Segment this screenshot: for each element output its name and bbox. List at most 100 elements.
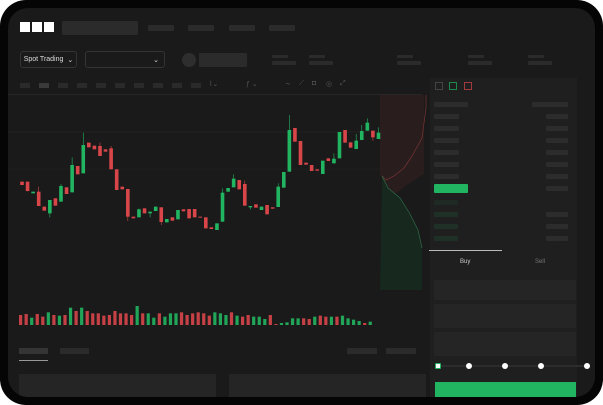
- candle: [59, 184, 63, 202]
- volume-bar: [329, 316, 333, 325]
- volume-bar: [363, 323, 367, 325]
- price-chart[interactable]: [8, 8, 595, 397]
- camera-icon[interactable]: ◘: [312, 80, 317, 87]
- stat-label: [272, 55, 288, 58]
- candle-body: [92, 145, 97, 150]
- candle: [315, 169, 320, 171]
- candle-body: [281, 172, 286, 188]
- candle: [231, 174, 236, 188]
- candle: [259, 206, 264, 210]
- slider-step[interactable]: [502, 363, 508, 369]
- ask-price: [434, 174, 459, 179]
- candle: [348, 142, 353, 148]
- candle: [137, 208, 141, 218]
- nav-item[interactable]: [148, 25, 174, 31]
- pair-select[interactable]: ⌄: [85, 51, 165, 68]
- volume-bar: [57, 315, 62, 325]
- candle: [181, 209, 186, 212]
- timeframe-button[interactable]: [172, 83, 182, 88]
- orderbook-bids-icon[interactable]: [449, 82, 457, 90]
- volume-bar: [352, 319, 356, 325]
- candle-body: [248, 206, 253, 208]
- candle: [170, 217, 175, 221]
- nav-item[interactable]: [188, 25, 214, 31]
- stat-value: [397, 61, 421, 65]
- timeframe-button[interactable]: [77, 83, 87, 88]
- candle-body: [31, 191, 35, 194]
- candle-body: [265, 205, 269, 215]
- stat-value: [468, 61, 492, 65]
- timeframe-button[interactable]: [115, 83, 125, 88]
- settings-icon[interactable]: ◎: [326, 81, 333, 88]
- amount-input[interactable]: [434, 304, 576, 328]
- nav-item[interactable]: [269, 25, 295, 31]
- ask-amount: [546, 162, 568, 167]
- stat-value: [309, 61, 333, 65]
- volume-bar: [152, 317, 156, 325]
- filter-button[interactable]: [386, 348, 416, 354]
- candle-body: [376, 132, 381, 139]
- candle: [209, 227, 214, 229]
- timeframe-button[interactable]: [96, 83, 106, 88]
- orderbook-asks-icon[interactable]: [464, 82, 472, 90]
- timeframe-button[interactable]: [134, 83, 144, 88]
- candle-body: [226, 188, 230, 192]
- indicator-icon[interactable]: ƒ ⌄: [246, 81, 258, 88]
- timeframe-button[interactable]: [153, 83, 163, 88]
- volume-bar: [252, 316, 256, 325]
- buy-submit-button[interactable]: [435, 382, 576, 397]
- depth-bids-area: [380, 176, 422, 290]
- candle-body: [148, 211, 152, 214]
- candle-type-icon[interactable]: ⌇⌄: [209, 81, 219, 88]
- candle: [192, 209, 197, 218]
- total-input[interactable]: [434, 332, 576, 356]
- candle-body: [170, 217, 175, 221]
- candle-body: [81, 145, 86, 174]
- timeframe-button[interactable]: [20, 83, 30, 88]
- wave-icon[interactable]: ∼: [285, 81, 291, 88]
- candle: [81, 132, 86, 174]
- volume-bar: [335, 316, 339, 325]
- stat-value: [528, 61, 552, 65]
- nav-item[interactable]: [229, 25, 255, 31]
- volume-bar: [218, 313, 222, 325]
- slider-step[interactable]: [466, 363, 472, 369]
- search-placeholder[interactable]: [62, 21, 138, 35]
- volume-bar: [80, 307, 84, 325]
- timeframe-button[interactable]: [39, 83, 49, 88]
- amount-slider-track[interactable]: [438, 365, 588, 367]
- volume-bar: [113, 311, 117, 325]
- stat-label: [528, 55, 544, 58]
- timeframe-button[interactable]: [58, 83, 68, 88]
- candle-body: [220, 192, 225, 222]
- last-price-badge: [434, 184, 468, 193]
- market-selector-button[interactable]: Spot Trading ⌄: [20, 51, 77, 68]
- active-tab-underline: [429, 250, 502, 251]
- volume-bar: [241, 316, 245, 325]
- tab-open-orders[interactable]: [19, 348, 48, 354]
- candle: [20, 181, 24, 185]
- tab-sell[interactable]: Sell: [535, 259, 546, 265]
- active-tab-underline: [19, 360, 48, 361]
- coin-icon: [182, 53, 196, 67]
- orderbook-both-icon[interactable]: [435, 82, 443, 90]
- filter-button[interactable]: [347, 348, 377, 354]
- price-input[interactable]: [434, 280, 576, 300]
- timeframe-button[interactable]: [191, 83, 201, 88]
- volume-bar: [35, 314, 39, 325]
- candle: [114, 169, 119, 190]
- slider-step[interactable]: [538, 363, 544, 369]
- candle-body: [87, 142, 91, 148]
- candle-body: [59, 186, 63, 202]
- volume-bar: [268, 315, 272, 325]
- fullscreen-icon[interactable]: ⤢: [340, 80, 346, 87]
- okx-logo[interactable]: [20, 22, 54, 32]
- candle-body: [142, 208, 147, 214]
- market-selector-label: Spot Trading: [23, 56, 64, 63]
- slider-step[interactable]: [584, 363, 590, 369]
- ruler-icon[interactable]: ⟋: [299, 80, 304, 87]
- tab-order-history[interactable]: [60, 348, 89, 354]
- candle-body: [159, 207, 164, 222]
- tab-buy[interactable]: Buy: [460, 259, 471, 265]
- slider-step[interactable]: [435, 363, 441, 369]
